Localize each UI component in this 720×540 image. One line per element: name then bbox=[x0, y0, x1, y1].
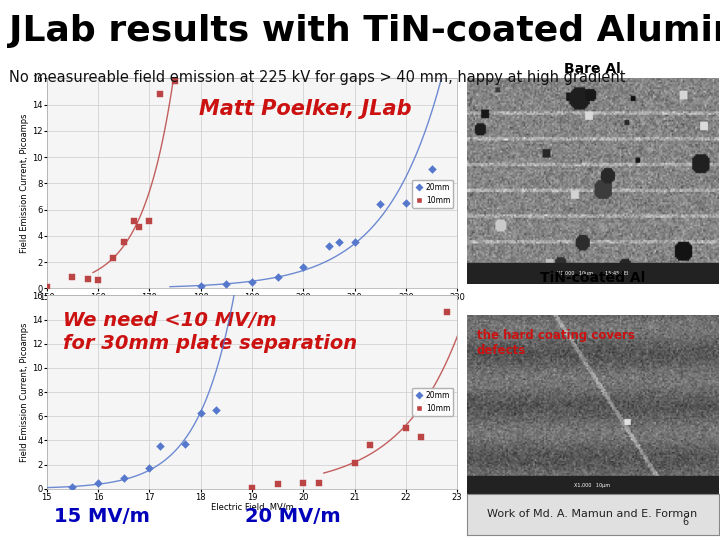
Point bbox=[92, 478, 104, 487]
Text: TiN-coated Al: TiN-coated Al bbox=[540, 271, 645, 285]
Point bbox=[374, 200, 386, 208]
Text: Work of Md. A. Mamun and E. Forman: Work of Md. A. Mamun and E. Forman bbox=[487, 509, 698, 518]
Bar bbox=[467, 263, 719, 284]
Point bbox=[179, 440, 191, 448]
Point bbox=[364, 441, 376, 449]
Point bbox=[441, 308, 453, 316]
Point bbox=[348, 238, 360, 247]
Y-axis label: Field Emission Current, Picoamps: Field Emission Current, Picoamps bbox=[20, 322, 30, 462]
Text: the hard coating covers
defects: the hard coating covers defects bbox=[477, 329, 634, 357]
Point bbox=[426, 165, 437, 173]
Point bbox=[133, 222, 145, 231]
Point bbox=[41, 283, 53, 292]
Point bbox=[169, 77, 181, 85]
Point bbox=[415, 433, 427, 441]
Point bbox=[195, 282, 207, 291]
Point bbox=[323, 242, 335, 251]
Text: 15 MV/m: 15 MV/m bbox=[54, 508, 150, 526]
Text: Bare Al: Bare Al bbox=[564, 62, 621, 76]
Point bbox=[246, 484, 258, 492]
Point bbox=[118, 238, 130, 247]
Point bbox=[313, 478, 325, 487]
Text: Matt Poelker, JLab: Matt Poelker, JLab bbox=[199, 99, 411, 119]
Point bbox=[348, 459, 360, 468]
Point bbox=[82, 275, 94, 284]
Legend: 20mm, 10mm: 20mm, 10mm bbox=[412, 180, 454, 208]
Point bbox=[128, 217, 140, 226]
Point bbox=[92, 275, 104, 284]
Point bbox=[67, 483, 78, 492]
Bar bbox=[467, 476, 719, 494]
Text: No measureable field emission at 225 kV for gaps > 40 mm, happy at high gradient: No measureable field emission at 225 kV … bbox=[9, 70, 626, 85]
Point bbox=[118, 474, 130, 482]
Point bbox=[108, 254, 120, 262]
Point bbox=[154, 442, 166, 451]
Text: We need <10 MV/m
for 30mm plate separation: We need <10 MV/m for 30mm plate separati… bbox=[63, 311, 357, 353]
Point bbox=[220, 279, 232, 288]
Point bbox=[272, 272, 284, 281]
Point bbox=[67, 272, 78, 281]
Text: X1,000   10μm: X1,000 10μm bbox=[575, 483, 611, 488]
Text: X1,000   10μm        15:45 SEI: X1,000 10μm 15:45 SEI bbox=[557, 271, 629, 276]
Point bbox=[297, 263, 309, 272]
Text: JLab results with TiN-coated Aluminum: JLab results with TiN-coated Aluminum bbox=[9, 14, 720, 48]
Point bbox=[400, 424, 412, 433]
Point bbox=[272, 480, 284, 488]
Point bbox=[333, 238, 345, 247]
Legend: 20mm, 10mm: 20mm, 10mm bbox=[412, 388, 454, 416]
Point bbox=[154, 90, 166, 98]
X-axis label: Electric Field, MV/m: Electric Field, MV/m bbox=[211, 503, 293, 512]
Text: 20 MV/m: 20 MV/m bbox=[245, 508, 341, 526]
Point bbox=[246, 278, 258, 286]
Text: 6: 6 bbox=[682, 517, 688, 528]
Y-axis label: Field Emission Current, Picoamps: Field Emission Current, Picoamps bbox=[20, 113, 30, 253]
Point bbox=[297, 478, 309, 487]
Point bbox=[210, 406, 222, 415]
X-axis label: Electrode Potential, Volts x 1000: Electrode Potential, Volts x 1000 bbox=[184, 303, 320, 312]
Point bbox=[400, 199, 412, 207]
Point bbox=[143, 217, 156, 226]
Point bbox=[143, 464, 155, 472]
Point bbox=[195, 408, 207, 417]
